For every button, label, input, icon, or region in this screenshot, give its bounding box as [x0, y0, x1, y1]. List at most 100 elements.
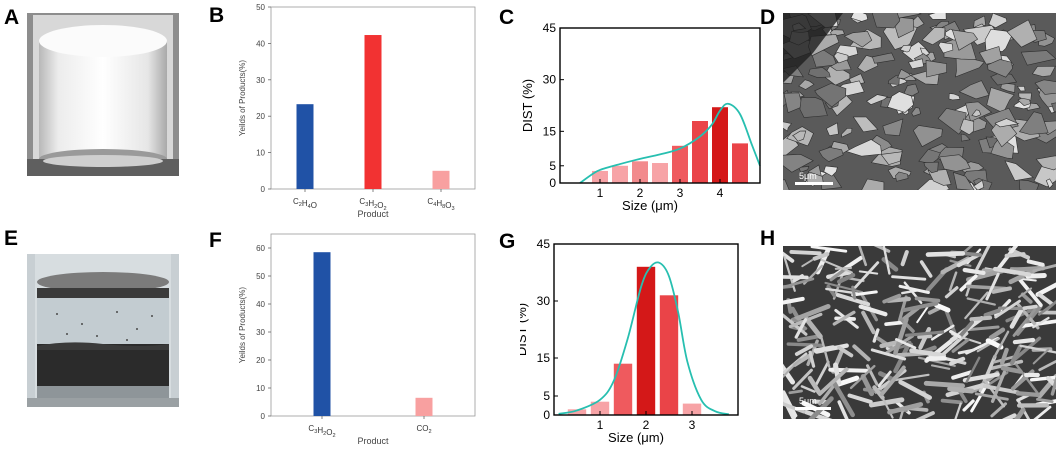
- y-axis-label: DIST (%): [520, 303, 529, 356]
- y-tick-label: 30: [256, 76, 265, 85]
- sem-rod: [887, 402, 924, 415]
- sem-flake: [783, 121, 793, 132]
- sem-rod: [1037, 292, 1054, 306]
- photo-white-powder-vial: [27, 13, 179, 176]
- sem-rod: [991, 286, 1012, 294]
- sem-rod: [851, 290, 878, 297]
- sem-flake: [990, 72, 1018, 86]
- y-tick-label: 30: [543, 73, 557, 87]
- sem-flake: [973, 179, 985, 190]
- sem-rod: [962, 372, 1000, 383]
- x-tick-label: 3: [677, 186, 684, 200]
- sem-flake: [861, 178, 885, 190]
- sem-rod: [849, 364, 876, 390]
- sem-rod: [783, 296, 805, 305]
- sem-flake: [959, 118, 975, 136]
- sem-flake: [1004, 160, 1034, 181]
- sem-flake: [799, 96, 828, 118]
- sem-rod: [824, 281, 864, 294]
- sem-flake: [833, 51, 849, 64]
- sem-rod: [858, 304, 888, 317]
- y-tick-label: 0: [261, 412, 266, 421]
- sem-flake: [952, 172, 975, 190]
- sem-rod: [810, 246, 848, 253]
- sem-rod: [919, 260, 933, 278]
- panel-label-b: B: [209, 4, 225, 27]
- bar: [567, 409, 587, 415]
- sem-rod: [783, 390, 797, 419]
- sem-rod: [1009, 344, 1023, 366]
- x-tick-label: CO2: [416, 424, 431, 435]
- y-axis-label: Yeilds of Products(%): [238, 287, 247, 364]
- photo-black-particles-vial: [27, 254, 179, 407]
- sem-rod: [1013, 407, 1026, 419]
- y-axis-label: DIST (%): [520, 79, 535, 132]
- sem-rod: [783, 402, 806, 414]
- sem-rod: [852, 344, 871, 362]
- bar: [612, 165, 628, 183]
- sem-rod: [837, 400, 849, 419]
- sem-rod: [1012, 308, 1036, 337]
- sem-flake: [958, 80, 990, 100]
- sem-flake: [948, 93, 961, 101]
- sem-rod: [983, 308, 1001, 318]
- sem-rod: [807, 375, 822, 395]
- sem-flake: [1000, 82, 1016, 93]
- sem-rod: [837, 345, 854, 358]
- sem-rod: [847, 393, 873, 404]
- y-tick-label: 15: [543, 124, 557, 138]
- y-tick-label: 30: [537, 294, 551, 308]
- x-axis-label: Size (μm): [622, 198, 678, 213]
- sem-flake: [921, 26, 946, 46]
- sem-rod: [914, 296, 941, 303]
- sem-flake: [1045, 178, 1054, 189]
- sem-rod: [1032, 316, 1050, 329]
- sem-flake: [818, 147, 844, 163]
- sem-rod: [904, 330, 945, 337]
- panel-label-h: H: [760, 227, 776, 250]
- x-tick-label: C4H8O3: [427, 197, 454, 212]
- y-tick-label: 45: [543, 21, 557, 35]
- sem-rod: [1037, 373, 1056, 399]
- sem-flake: [1035, 155, 1056, 171]
- sem-rod: [879, 365, 906, 397]
- sem-rod: [836, 273, 856, 284]
- sem-rod: [813, 360, 830, 389]
- sem-rod: [985, 338, 1004, 350]
- sem-rod: [989, 359, 1024, 371]
- bar: [652, 163, 668, 183]
- sem-rod: [1015, 391, 1040, 398]
- sem-rod: [962, 267, 986, 275]
- sem-rod: [1037, 300, 1056, 316]
- sem-rod: [783, 358, 802, 379]
- sem-flake: [783, 153, 814, 173]
- sem-flake: [850, 13, 869, 22]
- sem-rod: [818, 381, 838, 406]
- sem-rod: [783, 277, 815, 289]
- y-tick-label: 5: [549, 159, 556, 173]
- sem-flake: [823, 165, 838, 177]
- sem-rod: [882, 246, 891, 275]
- sem-rod: [794, 318, 808, 339]
- sem-rod: [966, 297, 996, 306]
- sem-rod: [944, 286, 959, 299]
- sem-rod: [915, 411, 935, 419]
- sem-flake: [871, 13, 901, 29]
- sem-rod: [853, 261, 880, 289]
- sem-rod: [966, 325, 1000, 332]
- x-tick-label: 2: [637, 186, 644, 200]
- sem-flake: [911, 107, 921, 117]
- sem-rod: [951, 370, 973, 380]
- sem-rod: [792, 368, 813, 390]
- sem-rod: [909, 348, 946, 358]
- sem-flake: [845, 139, 882, 157]
- sem-rod: [891, 373, 930, 382]
- sem-rod: [954, 402, 962, 419]
- sem-flake: [841, 128, 853, 138]
- bar: [712, 107, 728, 183]
- bar: [682, 403, 702, 415]
- y-tick-label: 20: [256, 356, 265, 365]
- sem-flake: [923, 161, 939, 174]
- sem-d-scale-label: 5μm: [799, 171, 817, 181]
- sem-rod: [1038, 359, 1056, 372]
